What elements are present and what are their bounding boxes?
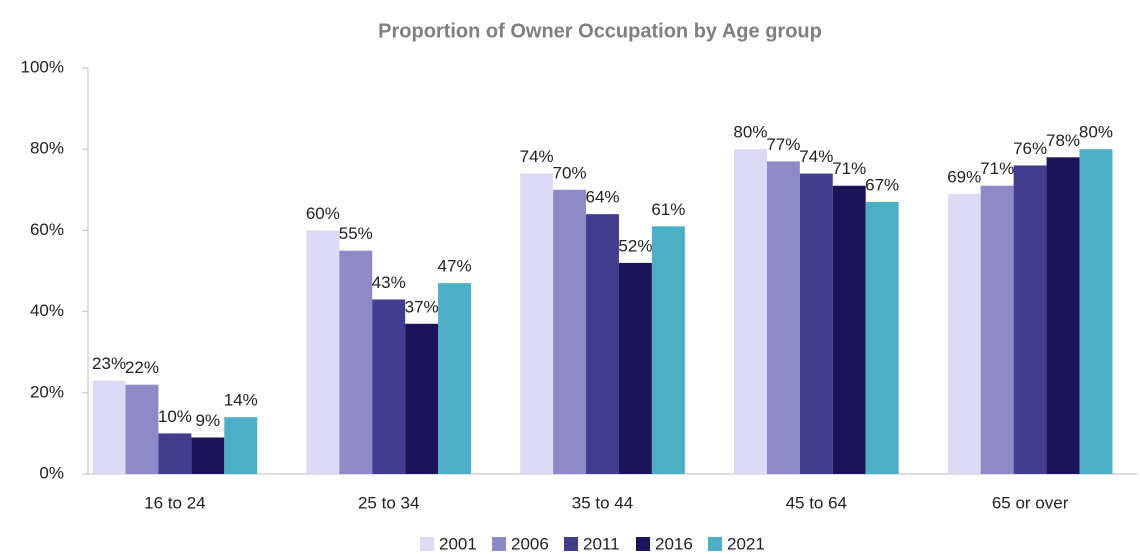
data-label: 71% <box>832 159 866 178</box>
bar <box>799 173 833 474</box>
data-label: 37% <box>405 297 439 316</box>
bar <box>1079 149 1113 474</box>
data-label: 14% <box>224 391 258 410</box>
data-label: 22% <box>125 358 159 377</box>
x-tick-label: 45 to 64 <box>786 493 847 512</box>
legend-swatch <box>564 537 578 551</box>
data-label: 80% <box>733 123 767 142</box>
y-tick-label: 80% <box>30 139 64 158</box>
data-label: 9% <box>196 411 221 430</box>
data-label: 78% <box>1046 131 1080 150</box>
legend-label: 2016 <box>655 534 693 553</box>
bar <box>306 230 340 474</box>
bar <box>1046 157 1080 474</box>
y-tick-label: 100% <box>21 57 64 76</box>
y-tick-label: 40% <box>30 301 64 320</box>
bar <box>586 214 619 474</box>
legend-swatch <box>708 537 722 551</box>
x-tick-label: 16 to 24 <box>144 493 205 512</box>
data-label: 74% <box>520 147 554 166</box>
y-tick-label: 0% <box>39 463 64 482</box>
bar <box>405 323 439 474</box>
bar <box>191 437 225 474</box>
bar <box>865 201 899 475</box>
data-label: 47% <box>438 257 472 276</box>
data-label: 10% <box>158 407 192 426</box>
bar <box>520 173 554 474</box>
bar <box>980 185 1014 475</box>
data-label: 61% <box>651 200 685 219</box>
y-tick-label: 20% <box>30 382 64 401</box>
bar <box>553 189 587 475</box>
legend-label: 2001 <box>439 534 477 553</box>
bar <box>832 185 866 475</box>
legend-swatch <box>636 537 650 551</box>
data-label: 60% <box>306 204 340 223</box>
bar <box>339 250 373 474</box>
bar <box>438 283 472 474</box>
bar <box>733 149 767 474</box>
data-label: 80% <box>1079 123 1113 142</box>
bar <box>618 262 652 474</box>
bar <box>1013 165 1047 474</box>
bar <box>947 193 981 475</box>
bar <box>224 417 258 474</box>
chart-title: Proportion of Owner Occupation by Age gr… <box>378 20 822 42</box>
data-label: 71% <box>980 159 1014 178</box>
legend-label: 2021 <box>727 534 765 553</box>
data-label: 64% <box>585 188 619 207</box>
data-label: 69% <box>947 167 981 186</box>
data-label: 23% <box>92 354 126 373</box>
bar <box>766 161 800 474</box>
bar <box>125 384 159 474</box>
x-tick-label: 25 to 34 <box>358 493 419 512</box>
legend-label: 2006 <box>511 534 549 553</box>
data-label: 67% <box>865 175 899 194</box>
x-tick-label: 65 or over <box>992 493 1069 512</box>
bar <box>372 299 406 474</box>
data-label: 43% <box>372 273 406 292</box>
data-label: 55% <box>339 224 373 243</box>
legend-label: 2011 <box>583 534 620 553</box>
x-tick-label: 35 to 44 <box>572 493 633 512</box>
legend-swatch <box>492 537 506 551</box>
data-label: 77% <box>766 135 800 154</box>
legend-swatch <box>420 537 434 551</box>
data-label: 74% <box>799 147 833 166</box>
data-label: 70% <box>553 163 587 182</box>
bar <box>651 226 685 474</box>
y-tick-label: 60% <box>30 220 64 239</box>
data-label: 52% <box>618 236 652 255</box>
data-label: 76% <box>1013 139 1047 158</box>
bar <box>92 380 126 474</box>
bar <box>158 433 192 474</box>
